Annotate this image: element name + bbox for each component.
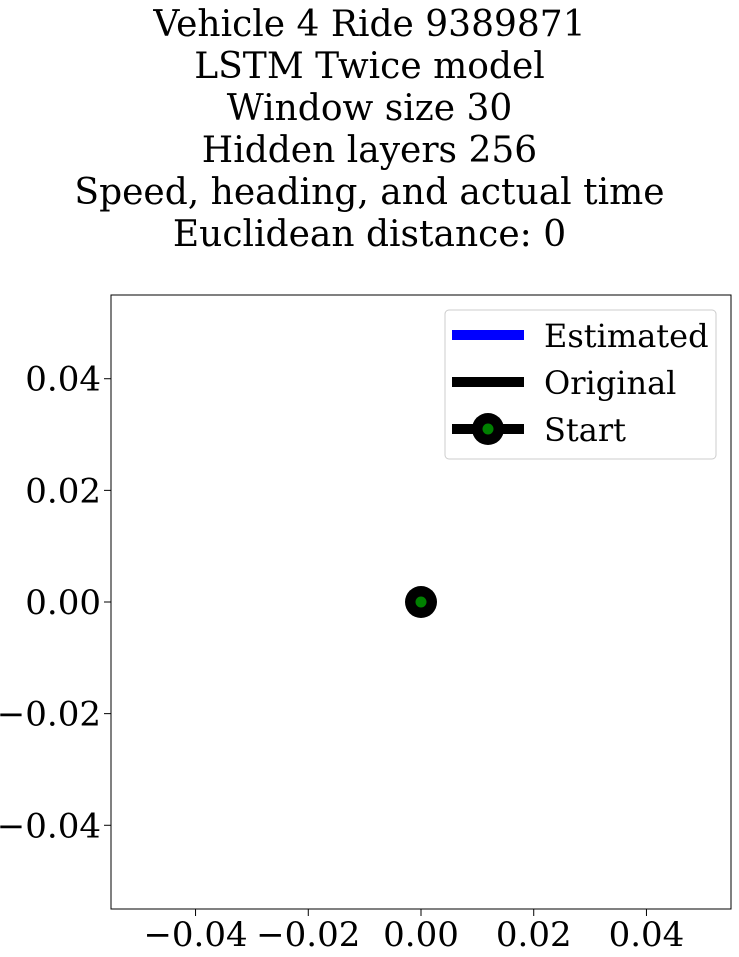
title-line-1: Vehicle 4 Ride 9389871 [153, 4, 586, 45]
x-tick-label: 0.04 [609, 915, 685, 955]
start-marker-center [415, 596, 427, 608]
title-line-6: Euclidean distance: 0 [172, 214, 567, 255]
series-layer [405, 586, 437, 618]
title-line-3: Window size 30 [226, 88, 513, 129]
legend-label-start: Start [544, 411, 626, 449]
x-tick-label: 0.00 [383, 915, 459, 955]
chart-title: Vehicle 4 Ride 9389871 LSTM Twice model … [0, 4, 739, 256]
legend: Estimated Original Start [444, 309, 717, 460]
x-tick-label: −0.02 [256, 915, 360, 955]
y-tick-label: 0.00 [25, 583, 101, 623]
x-tick-label: −0.04 [143, 915, 247, 955]
legend-start-marker-center [482, 423, 494, 435]
title-line-4: Hidden layers 256 [201, 130, 538, 171]
y-tick-label: 0.04 [25, 360, 101, 400]
x-tick-label: 0.02 [496, 915, 572, 955]
y-tick-label: 0.02 [25, 471, 101, 511]
legend-label-original: Original [544, 364, 676, 402]
legend-box [444, 309, 717, 460]
legend-label-estimated: Estimated [544, 317, 709, 355]
y-tick-label: −0.02 [0, 695, 101, 735]
title-line-5: Speed, heading, and actual time [74, 172, 665, 213]
title-line-2: LSTM Twice model [194, 46, 545, 87]
y-tick-label: −0.04 [0, 806, 101, 846]
